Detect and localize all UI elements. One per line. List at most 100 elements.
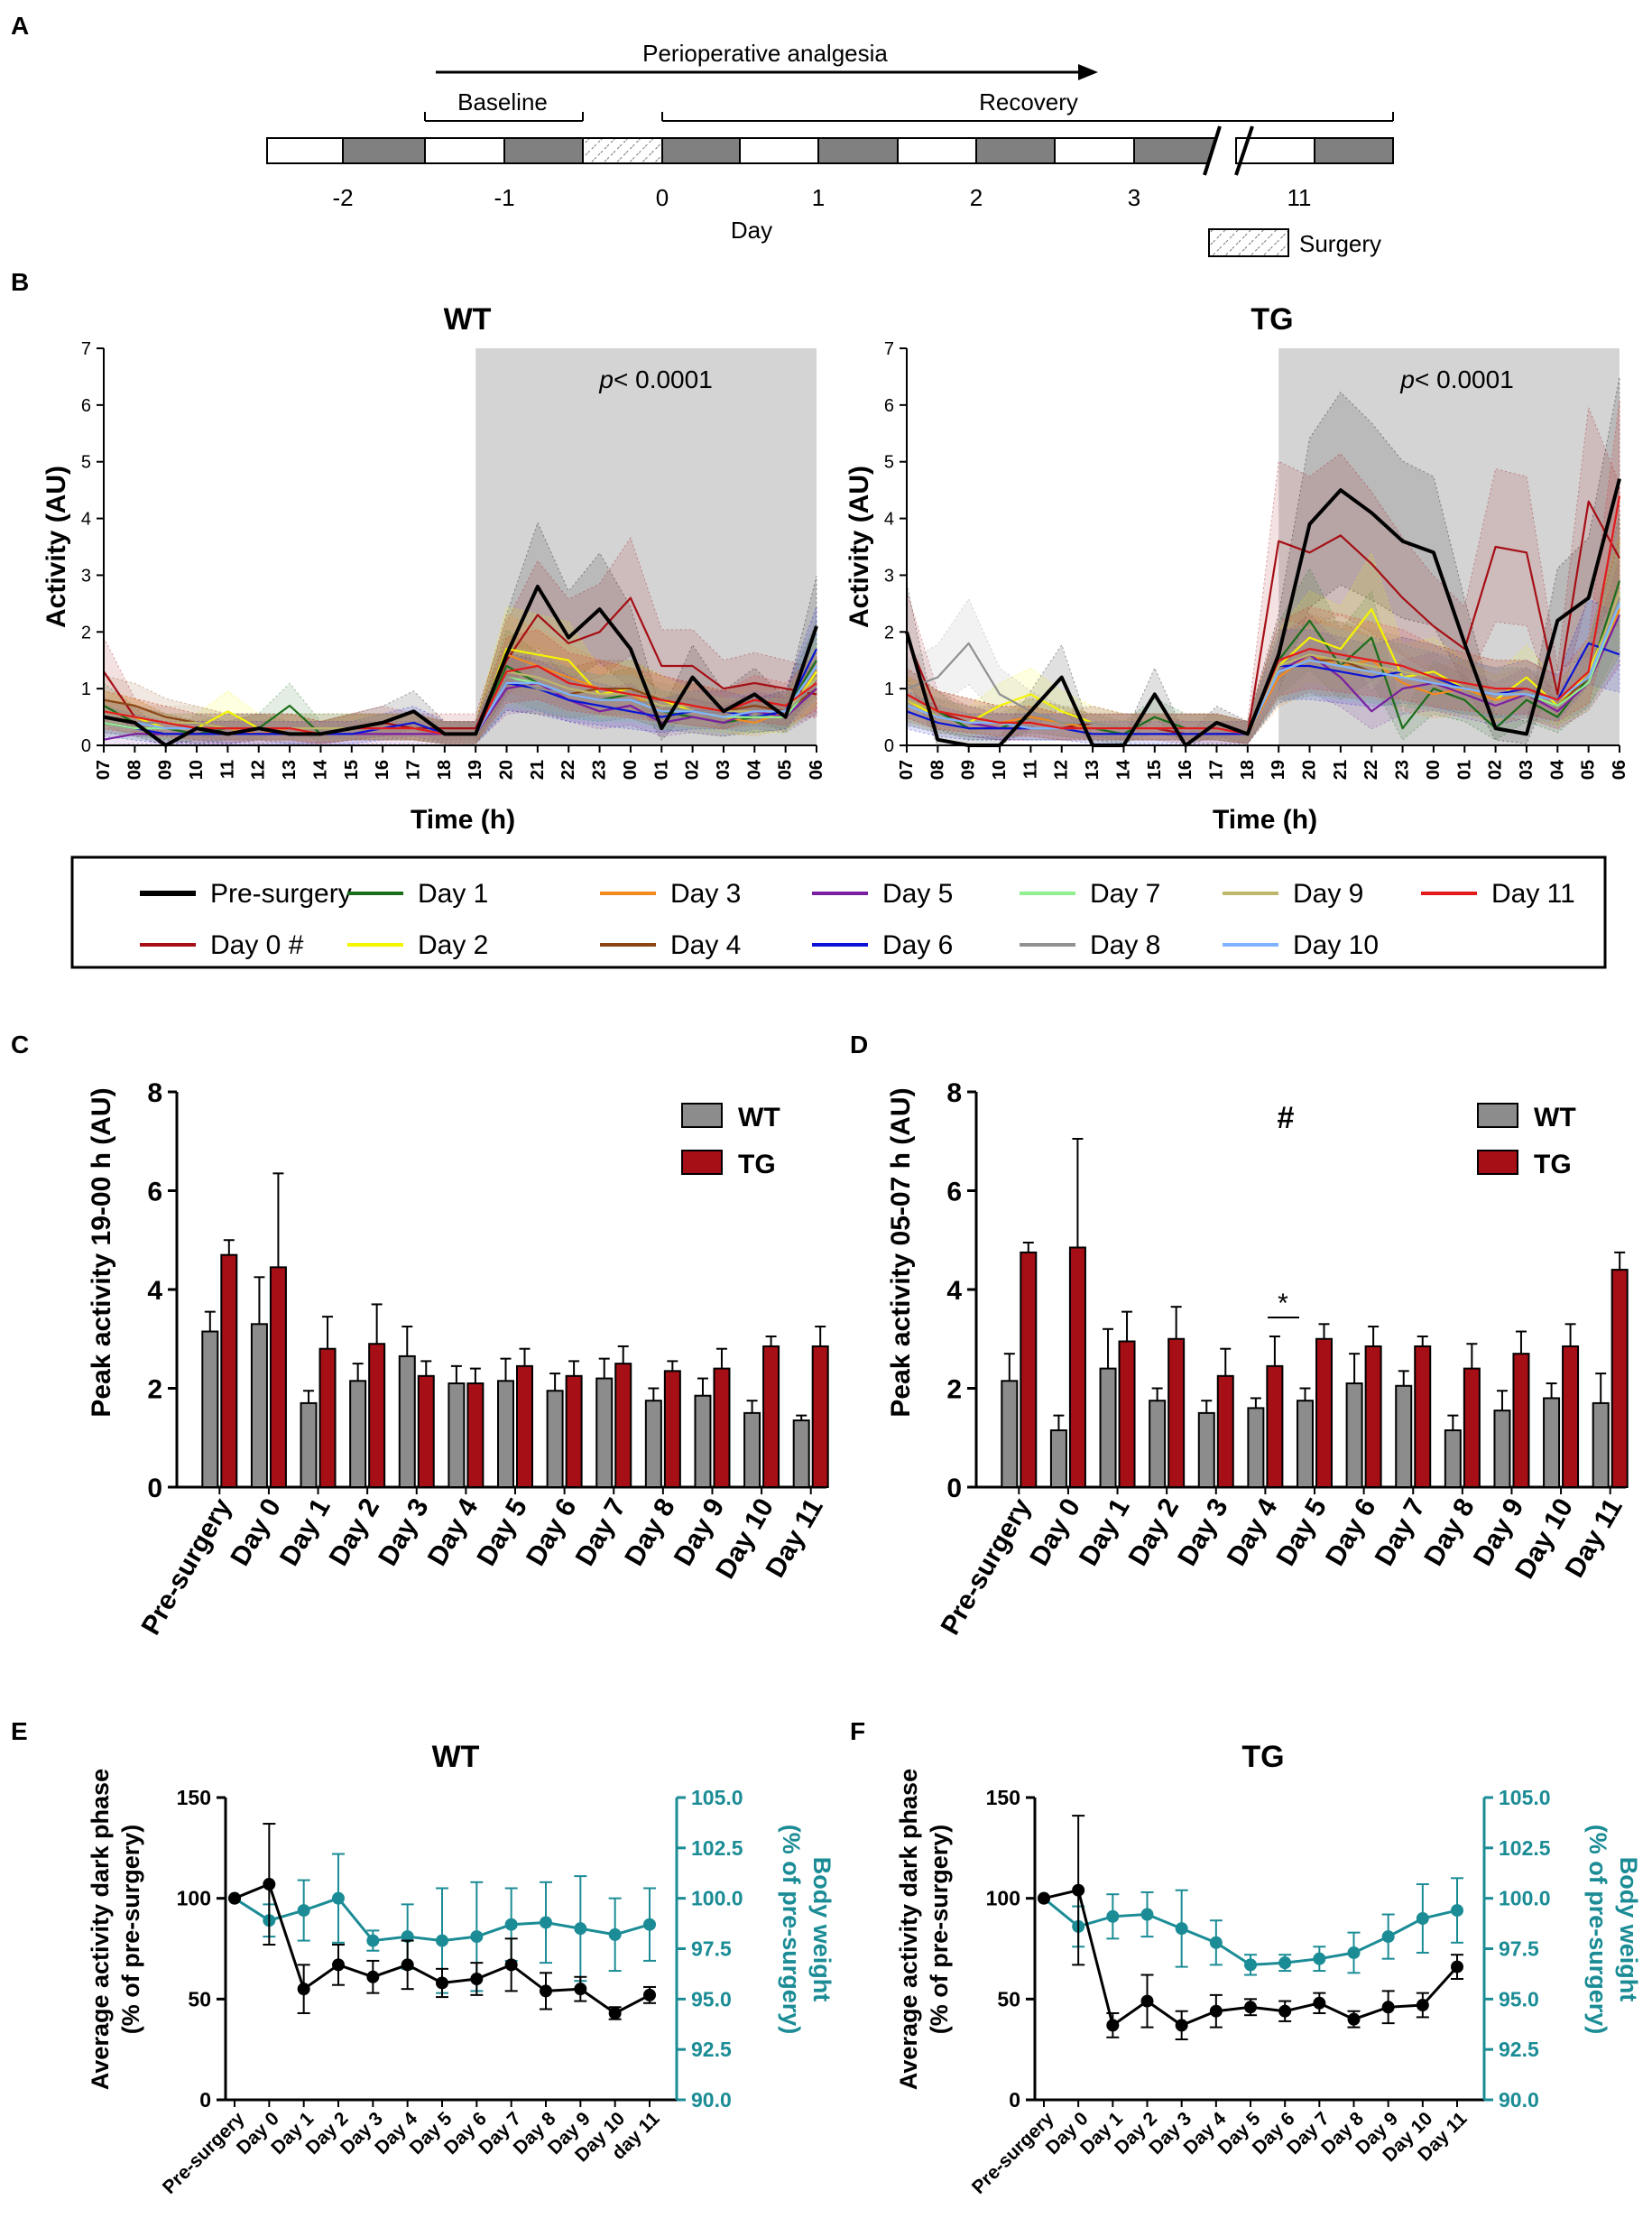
bar-wt-3 <box>349 1380 367 1488</box>
timeline-day-tick: 0 <box>656 184 669 211</box>
right-tick-label: 97.5 <box>1499 1937 1539 1961</box>
bar-tg-3 <box>1167 1337 1186 1488</box>
panel-e-ylabel-right-line2: (% of pre-surgery) <box>778 1825 805 2035</box>
legend-label-5: Day 9 <box>1293 879 1363 909</box>
bar-tg-3 <box>368 1343 386 1488</box>
point-bodyweight-11 <box>1416 1912 1429 1925</box>
right-tick-label: 105.0 <box>691 1786 743 1809</box>
timeline-segment-11 <box>1133 137 1221 164</box>
x-tick-label: 13 <box>280 760 300 780</box>
activity-line-day-10 <box>906 603 1621 735</box>
bar-wt-4 <box>398 1354 416 1488</box>
point-bodyweight-11 <box>608 1927 622 1941</box>
x-tick-label: Day 3 <box>1172 1493 1234 1571</box>
x-tick-label: Day 6 <box>521 1493 583 1571</box>
panel-label-e: E <box>11 1717 28 1745</box>
x-tick-label: 01 <box>1454 760 1474 780</box>
x-tick-label: 07 <box>94 760 114 780</box>
timeline-day-tick: 2 <box>970 184 983 211</box>
x-tick-label: 03 <box>1517 760 1537 780</box>
x-tick-label: 06 <box>807 760 826 780</box>
bar-tg-7 <box>565 1374 583 1488</box>
y-tick-label: 5 <box>884 453 894 473</box>
x-tick-label: Day 2 <box>324 1493 386 1571</box>
point-bodyweight-6 <box>436 1934 448 1947</box>
panel-d-ylabel: Peak activity 05-07 h (AU) <box>886 1087 916 1417</box>
point-bodyweight-5 <box>1209 1936 1223 1949</box>
x-tick-label: Day 4 <box>422 1493 485 1571</box>
error-band-9 <box>103 644 817 744</box>
legend-label-0: Pre-surgery <box>210 879 352 909</box>
point-bodyweight-10 <box>574 1922 587 1936</box>
point-activity-12 <box>1451 1960 1463 1974</box>
x-tick-label: Day 2 <box>1123 1493 1186 1571</box>
x-tick-label: 21 <box>1331 760 1351 780</box>
x-tick-label: 02 <box>1486 760 1506 780</box>
y-tick-label: 0 <box>884 736 894 756</box>
x-tick-label: Day 1 <box>1074 1493 1136 1571</box>
point-activity-6 <box>1244 2001 1257 2014</box>
right-tick-label: 100.0 <box>691 1887 743 1910</box>
point-bodyweight-2 <box>297 1904 310 1918</box>
tg-activity-ylabel: Activity (AU) <box>844 466 874 628</box>
activity-line-pre-surgery <box>905 478 1621 747</box>
error-band-12 <box>906 400 1620 744</box>
bar-tg-4 <box>1216 1374 1234 1488</box>
y-tick-label: 8 <box>147 1078 162 1108</box>
right-tick-label: 102.5 <box>1499 1836 1551 1860</box>
bar-tg-11 <box>762 1345 780 1489</box>
legend-label-2: Day 3 <box>670 879 741 909</box>
timeline-segment-5 <box>661 137 741 164</box>
bar-tg-5 <box>1266 1364 1284 1489</box>
x-tick-label: 08 <box>928 760 947 780</box>
left-tick-label: 0 <box>1009 2088 1020 2112</box>
point-bodyweight-12 <box>1451 1904 1463 1918</box>
timeline-day-tick: 1 <box>812 184 825 211</box>
point-activity-9 <box>1347 2012 1361 2026</box>
bar-wt-2 <box>300 1401 318 1489</box>
panel-f-ylabel-right-line2: (% of pre-surgery) <box>1584 1825 1611 2035</box>
x-tick-label: Pre-surgery <box>936 1493 1038 1641</box>
baseline-bracket <box>424 112 584 122</box>
x-tick-label: 19 <box>466 760 485 780</box>
bar-tg-4 <box>417 1374 435 1488</box>
y-tick-label: 8 <box>946 1078 962 1108</box>
left-tick-label: 50 <box>188 1987 211 2011</box>
right-tick-label: 90.0 <box>1499 2088 1539 2112</box>
point-activity-7 <box>470 1973 484 1985</box>
panel-c-legend-wt-swatch <box>681 1103 723 1128</box>
point-activity-9 <box>540 1984 552 1998</box>
bar-tg-2 <box>318 1347 337 1488</box>
point-activity-5 <box>1209 2004 1223 2018</box>
bar-tg-1 <box>1068 1246 1086 1489</box>
bar-wt-5 <box>448 1382 466 1489</box>
x-tick-label: 22 <box>558 760 578 780</box>
panel-f-ylabel-right-line1: Body weight <box>1615 1857 1642 2002</box>
tg-activity-title: TG <box>1251 302 1293 337</box>
legend-label-12: Day 10 <box>1293 930 1379 960</box>
tg-p-value: < 0.0001 <box>1415 365 1514 393</box>
timeline-break-mark-1 <box>1203 125 1222 176</box>
right-tick-label: 100.0 <box>1499 1887 1551 1910</box>
x-tick-label: 06 <box>1610 760 1629 780</box>
right-tick-label: 92.5 <box>1499 2038 1539 2061</box>
x-tick-label: 08 <box>125 760 144 780</box>
analgesia-label: Perioperative analgesia <box>642 40 888 67</box>
right-tick-label: 92.5 <box>691 2038 732 2061</box>
x-tick-label: 14 <box>310 759 330 780</box>
bar-tg-2 <box>1118 1340 1136 1489</box>
error-band-10 <box>906 530 1620 744</box>
tg-activity-xlabel: Time (h) <box>1213 805 1317 835</box>
error-band-8 <box>103 642 817 744</box>
panel-c-legend-wt: WT <box>738 1103 780 1132</box>
right-tick-label: 90.0 <box>691 2088 732 2112</box>
bar-wt-10 <box>694 1394 712 1489</box>
bar-wt-12 <box>1592 1401 1610 1489</box>
bar-wt-7 <box>546 1390 564 1489</box>
x-tick-label: 00 <box>1424 760 1444 780</box>
bar-wt-6 <box>497 1380 514 1488</box>
x-tick-label: Day 0 <box>225 1493 287 1571</box>
point-bodyweight-6 <box>1244 1958 1257 1972</box>
